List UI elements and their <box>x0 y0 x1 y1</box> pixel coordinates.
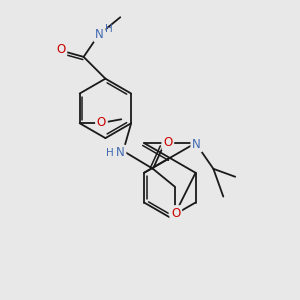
Text: N: N <box>192 138 201 151</box>
Text: N: N <box>95 28 104 40</box>
Text: O: O <box>171 207 180 220</box>
Text: H: H <box>106 148 114 158</box>
Text: O: O <box>56 44 65 56</box>
Text: N: N <box>116 146 124 160</box>
Text: H: H <box>104 24 112 34</box>
Text: O: O <box>163 136 172 148</box>
Text: O: O <box>97 116 106 129</box>
